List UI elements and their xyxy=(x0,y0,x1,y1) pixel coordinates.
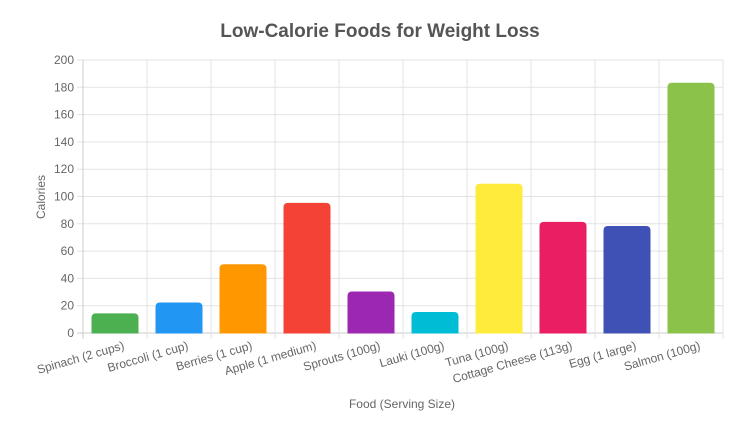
bar[interactable] xyxy=(347,291,395,334)
y-tick-label: 0 xyxy=(67,326,74,340)
x-tick-label: Lauki (100g) xyxy=(378,338,446,370)
y-tick-label: 120 xyxy=(54,162,74,176)
bar[interactable] xyxy=(475,183,523,334)
y-tick-label: 80 xyxy=(61,217,75,231)
y-tick-label: 200 xyxy=(54,53,74,67)
x-axis-ticks: Spinach (2 cups)Broccoli (1 cup)Berries … xyxy=(35,338,701,386)
y-tick-label: 180 xyxy=(54,80,74,94)
y-tick-label: 60 xyxy=(61,244,75,258)
chart-title: Low-Calorie Foods for Weight Loss xyxy=(220,21,539,42)
y-tick-label: 140 xyxy=(54,135,74,149)
y-tick-label: 20 xyxy=(61,299,75,313)
y-axis-ticks: 0 20 40 60 80 100 120 140 160 180 200 xyxy=(54,53,74,340)
bars xyxy=(91,82,715,334)
y-tick-label: 100 xyxy=(54,190,74,204)
bar[interactable] xyxy=(603,226,651,334)
bar[interactable] xyxy=(667,82,715,334)
bar[interactable] xyxy=(155,302,203,334)
x-axis-label: Food (Serving Size) xyxy=(349,397,455,411)
y-tick-label: 40 xyxy=(61,271,75,285)
bar[interactable] xyxy=(283,202,331,334)
bar[interactable] xyxy=(411,312,459,334)
bar[interactable] xyxy=(91,313,139,334)
gridlines xyxy=(77,59,724,339)
y-axis-label: Calories xyxy=(34,175,48,219)
bar[interactable] xyxy=(219,264,267,334)
y-tick-label: 160 xyxy=(54,108,74,122)
bar[interactable] xyxy=(539,221,587,334)
